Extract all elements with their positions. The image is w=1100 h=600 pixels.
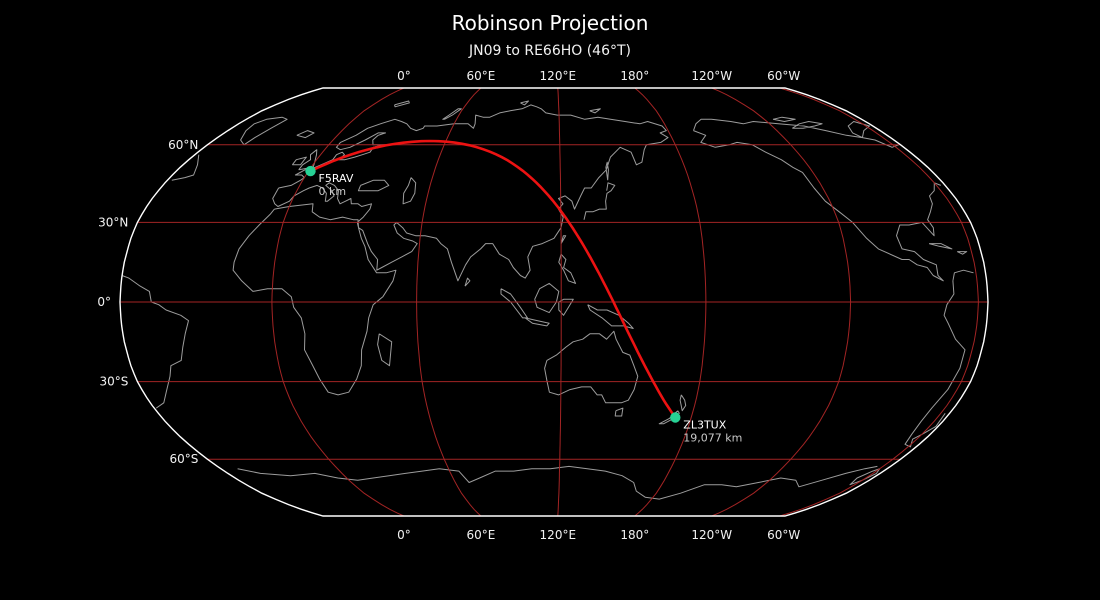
- longitude-label-bottom: 0°: [397, 528, 411, 542]
- longitude-label-top: 0°: [397, 69, 411, 83]
- longitude-label-bottom: 60°W: [767, 528, 800, 542]
- figure-subtitle: JN09 to RE66HO (46°T): [468, 43, 632, 59]
- longitude-label-top: 120°E: [540, 69, 577, 83]
- longitude-label-bottom: 60°E: [466, 528, 495, 542]
- longitude-label-bottom: 180°: [620, 528, 649, 542]
- destination-marker: [670, 412, 681, 423]
- latitude-label: 0°: [97, 295, 111, 309]
- figure-title: Robinson Projection: [451, 11, 649, 35]
- destination-marker-distance: 19,077 km: [683, 432, 742, 445]
- coastlines: [121, 100, 974, 500]
- longitude-label-top: 180°: [620, 69, 649, 83]
- origin-marker: [305, 165, 316, 177]
- longitude-label-top: 60°E: [466, 69, 495, 83]
- longitude-label-bottom: 120°W: [691, 528, 732, 542]
- latitude-label: 30°S: [100, 375, 129, 389]
- longitude-label-top: 60°W: [767, 69, 800, 83]
- longitude-label-top: 120°W: [691, 69, 732, 83]
- latitude-label: 60°S: [170, 452, 199, 466]
- origin-marker-distance: 0 km: [319, 185, 347, 198]
- origin-marker-callsign: F5RAV: [319, 172, 354, 185]
- latitude-label: 30°N: [98, 215, 128, 229]
- map-boundary: [119, 87, 989, 517]
- graticule: [120, 87, 988, 517]
- great-circle-path: [309, 139, 677, 419]
- destination-marker-callsign: ZL3TUX: [683, 419, 726, 432]
- latitude-label: 60°N: [168, 138, 198, 152]
- longitude-label-bottom: 120°E: [540, 528, 577, 542]
